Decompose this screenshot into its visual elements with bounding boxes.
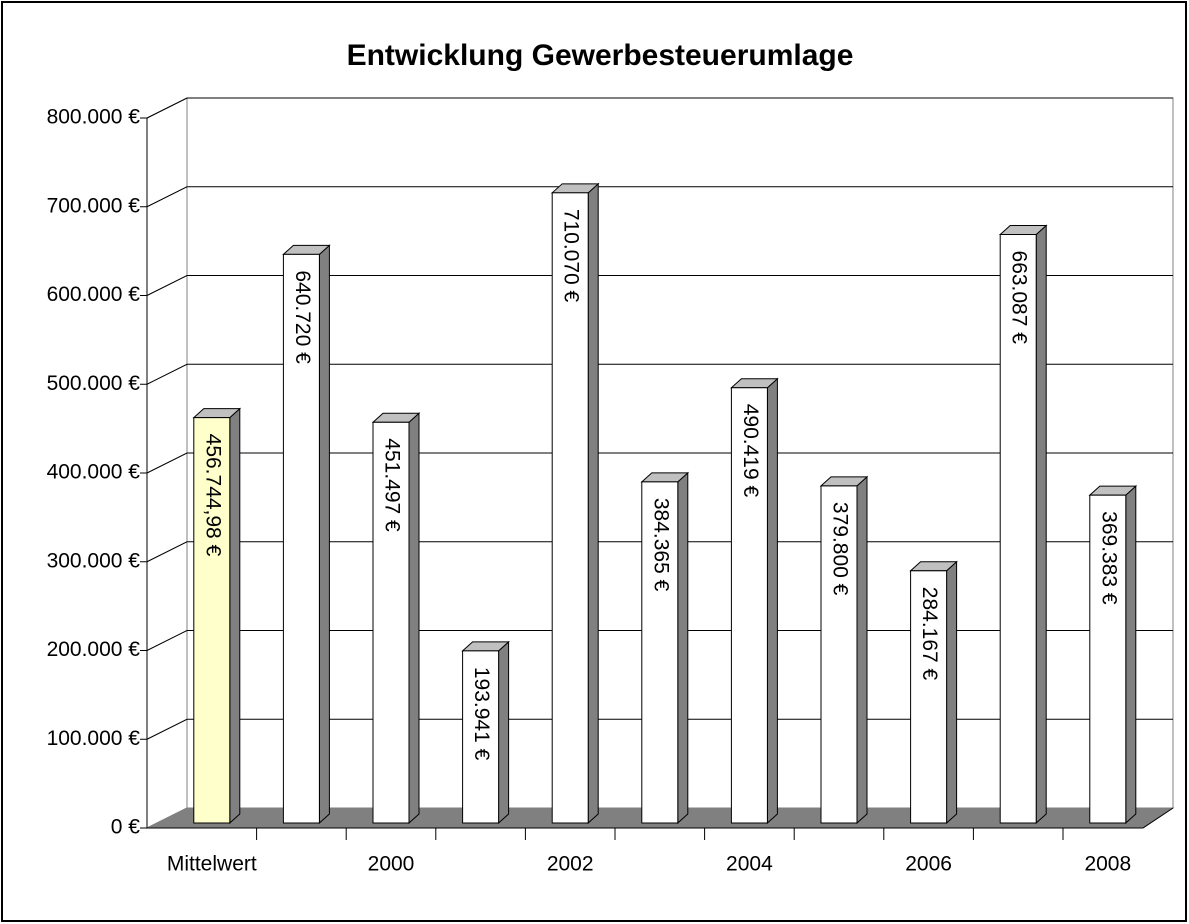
x-tick-label: 2002 [547,853,594,876]
y-tick-label: 800.000 € [47,106,141,129]
bar-side [1125,485,1137,825]
bar-side [587,182,599,825]
bar [730,387,768,824]
bar [372,421,410,824]
bar-side [408,412,420,825]
bar [910,570,948,824]
grid-line [146,363,1173,385]
value-label: 490.419 € [739,404,762,498]
value-label: 451.497 € [380,438,403,532]
y-tick-label: 500.000 € [47,372,141,395]
y-tick-label: 200.000 € [47,638,141,661]
chart-title: Entwicklung Gewerbesteuerumlage [347,39,854,72]
y-tick-label: 600.000 € [47,283,141,306]
x-tick-label: 2004 [726,853,773,876]
bar [282,253,320,824]
value-label: 193.941 € [470,667,493,761]
grid-line [146,275,1173,296]
bar [193,417,231,824]
value-label: 640.720 € [291,270,314,364]
y-tick-label: 700.000 € [47,194,141,217]
bar [1089,494,1127,824]
value-label: 456.744,98 € [201,434,224,557]
bar-side [229,407,241,825]
bar-side [856,475,868,825]
bar-side [677,471,689,825]
value-label: 710.070 € [560,209,583,303]
bar-side [766,377,778,825]
value-label: 284.167 € [918,587,941,681]
bar-side [498,640,510,825]
x-tick-label: Mittelwert [167,853,257,876]
x-tick-label: 2008 [1084,853,1131,876]
y-tick-label: 0 € [111,816,141,839]
grid-line [146,186,1173,208]
value-label: 384.365 € [649,498,672,592]
y-tick-label: 400.000 € [47,461,141,484]
bar [641,481,679,824]
x-tick-label: 2006 [905,853,952,876]
bar-side [318,244,330,825]
value-label: 663.087 € [1008,251,1031,345]
x-axis-depth [1142,807,1174,829]
bar-side [1035,224,1047,825]
bar [551,192,589,824]
bar [999,234,1037,824]
y-tick-label: 100.000 € [47,727,141,750]
grid-line [146,452,1173,474]
bar [820,485,858,824]
value-label: 369.383 € [1097,511,1120,605]
x-tick-label: 2000 [368,853,415,876]
y-tick-label: 300.000 € [47,549,141,572]
grid-line [146,97,1173,119]
value-label: 379.800 € [828,502,851,596]
bar-side [946,560,958,825]
bar [462,650,500,824]
